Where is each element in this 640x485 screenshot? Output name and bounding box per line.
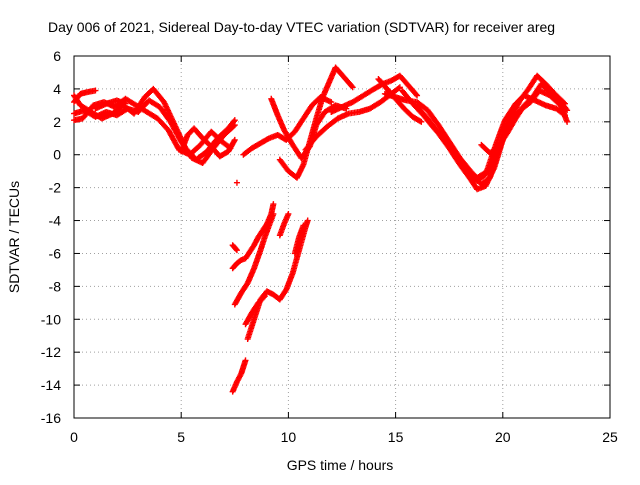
data-point-marker [328,99,335,106]
data-point-marker [304,217,311,224]
series-track-21 [231,210,277,308]
data-point-marker [270,201,277,208]
data-point-marker [348,83,355,90]
data-point-marker [395,85,402,92]
series-track-25 [229,357,249,395]
series-track-11 [302,84,403,153]
series-track-15 [399,87,568,185]
data-point-marker [233,247,240,254]
grid-lines [74,56,610,418]
y-tick-label: 2 [53,114,61,130]
data-point-marker [92,87,99,94]
data-point-marker [231,117,238,124]
y-tick-label: -8 [49,278,62,294]
x-tick-label: 10 [281,429,297,445]
data-point-marker [563,106,570,113]
x-tick-label: 15 [388,429,404,445]
data-point-marker [300,222,307,229]
data-point-marker [285,210,292,217]
series-track-20 [229,201,277,272]
x-tick-label: 0 [70,429,78,445]
data-point-marker [233,246,240,253]
data-point-marker [122,100,129,107]
data-point-marker [230,118,237,125]
data-point-marker [413,91,420,98]
series-track-6 [178,125,238,160]
chart-title: Day 006 of 2021, Sidereal Day-to-day VTE… [48,19,555,35]
y-tick-label: 4 [53,81,61,97]
data-point-marker [260,294,267,301]
data-point-marker [233,179,240,186]
plot-frame [73,55,611,419]
data-point-marker [418,118,425,125]
series-track-7 [233,179,240,186]
y-tick-label: -12 [41,344,61,360]
y-tick-label: 6 [53,48,61,64]
data-point-marker [417,118,424,125]
data-point-marker [270,210,277,217]
data-points [71,64,571,395]
series-track-18 [478,80,571,157]
data-point-marker [414,92,421,99]
data-point-marker [231,136,238,143]
series-track-5 [92,97,129,112]
x-tick-label: 5 [177,429,185,445]
series-track-26 [276,210,292,239]
series-track-23 [242,293,268,328]
x-tick-label: 25 [602,429,618,445]
y-tick-label: -14 [41,377,61,393]
y-axis-title: SDTVAR / TECUs [6,181,22,293]
data-point-marker [349,84,356,91]
data-point-marker [564,118,571,125]
data-point-marker [261,293,268,300]
series-track-2 [71,85,238,163]
data-point-marker [242,357,249,364]
x-tick-label: 20 [495,429,511,445]
series-track-10 [276,64,356,181]
y-tick-label: -16 [41,410,61,426]
y-tick-label: -2 [49,180,62,196]
x-axis-title: GPS time / hours [287,457,394,473]
data-point-marker [564,107,571,114]
data-point-marker [396,84,403,91]
series-track-22 [244,217,311,343]
y-tick-label: -4 [49,213,62,229]
y-tick-label: -6 [49,245,62,261]
series-track-4 [71,87,99,106]
series-track-19 [229,242,240,254]
series-track-24 [291,222,307,257]
data-point-marker [231,138,238,145]
series-track-12 [328,72,421,115]
axis-ticks: 0 5 10 15 20 25 -16 -14 -12 -10 -8 -6 -4 -2 0 2 4 6 [41,48,618,445]
y-tick-label: 0 [53,147,61,163]
y-tick-label: -10 [41,311,61,327]
